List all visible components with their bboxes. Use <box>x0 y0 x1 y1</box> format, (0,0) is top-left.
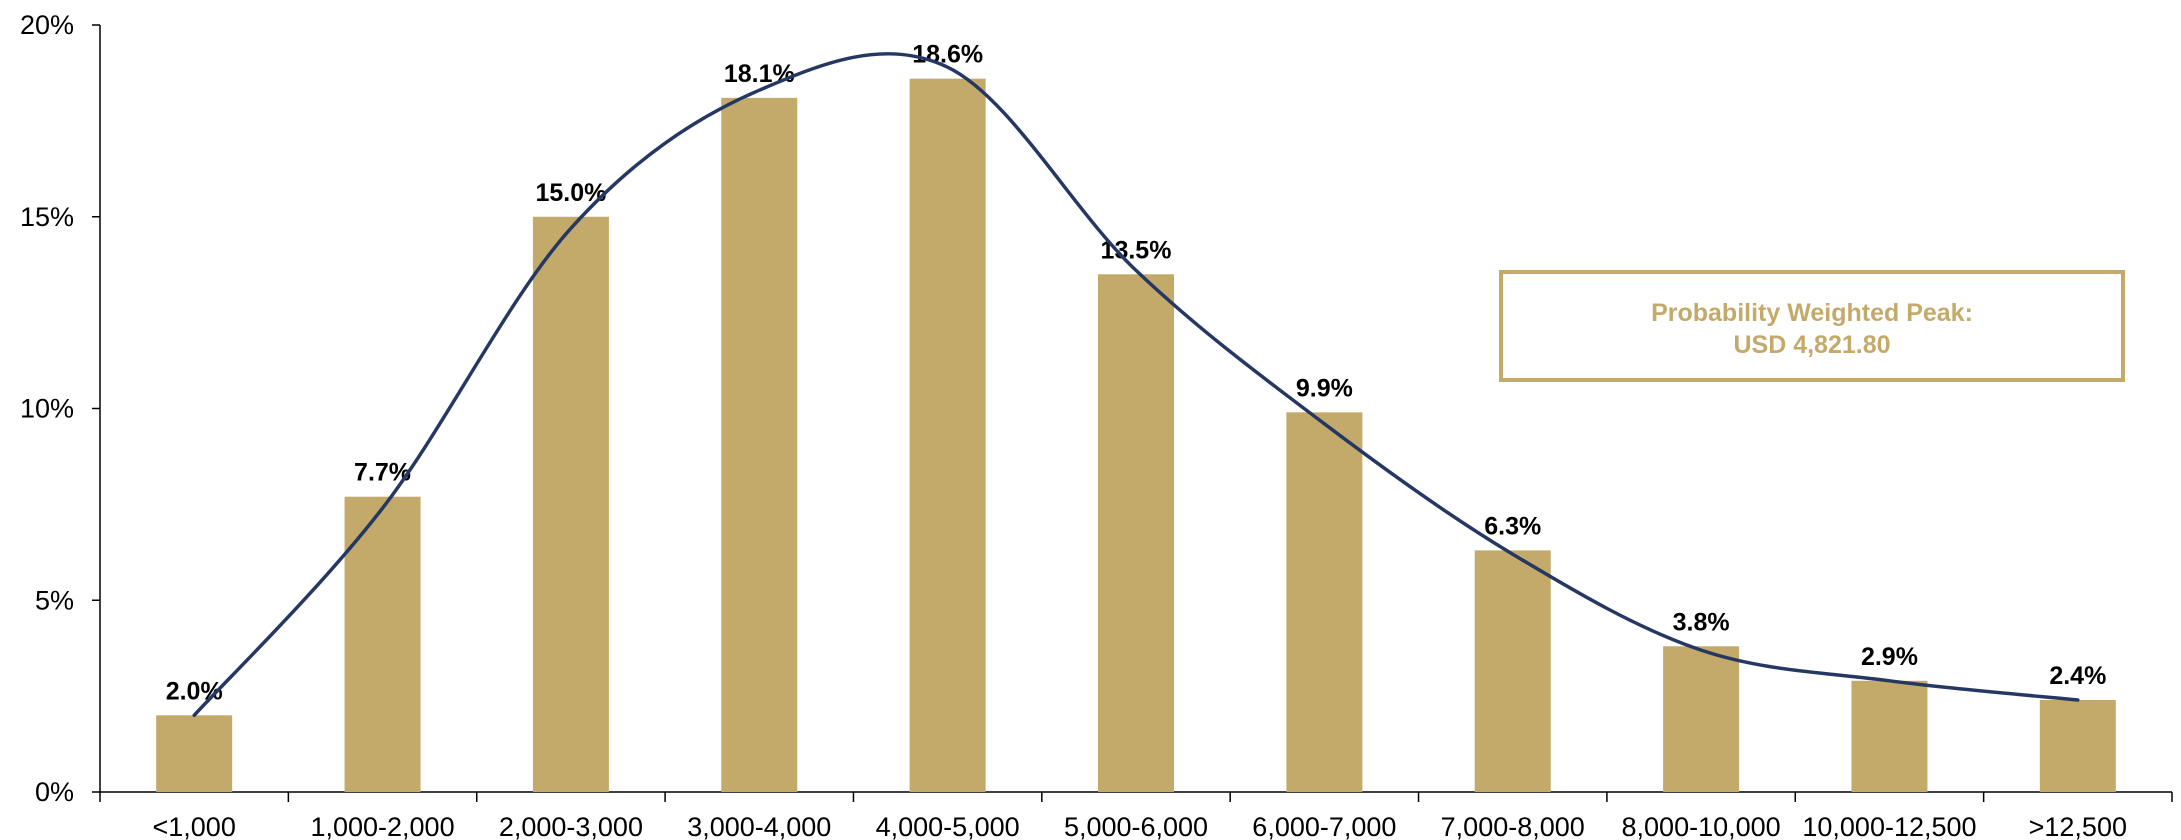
annotation-value: USD 4,821.80 <box>1733 331 1890 359</box>
annotation-box: Probability Weighted Peak: USD 4,821.80 <box>1499 270 2125 382</box>
x-tick-label: 10,000-12,500 <box>1802 812 1976 840</box>
bar-value-label: 3.8% <box>1673 608 1730 636</box>
y-tick-label: 20% <box>20 10 74 40</box>
x-tick-label: 5,000-6,000 <box>1064 812 1208 840</box>
bar <box>1663 646 1740 792</box>
bar-value-label: 2.4% <box>2049 662 2106 690</box>
bar-value-label: 18.6% <box>912 41 983 69</box>
x-tick-label: 6,000-7,000 <box>1252 812 1396 840</box>
bar-value-label: 6.3% <box>1484 512 1541 540</box>
annotation-frame <box>1499 270 2125 382</box>
y-tick-label: 5% <box>35 585 74 615</box>
bar-value-label: 9.9% <box>1296 374 1353 402</box>
bar <box>2039 699 2116 792</box>
bar <box>532 216 609 792</box>
x-tick-label: 3,000-4,000 <box>687 812 831 840</box>
axes-layer: 0% 5% 10% 15% 20% <1,000 1,000-2,000 2,000-3,00… <box>20 10 2173 840</box>
bar-value-label: 13.5% <box>1101 236 1172 264</box>
x-tick-label: 8,000-10,000 <box>1622 812 1781 840</box>
x-tick-label: 7,000-8,000 <box>1441 812 1585 840</box>
bar-value-label: 2.9% <box>1861 643 1918 671</box>
bar <box>1474 550 1551 792</box>
x-tick-label: 1,000-2,000 <box>310 812 454 840</box>
bar <box>1851 680 1928 792</box>
bar-value-label: 18.1% <box>724 60 795 88</box>
bar <box>1098 274 1174 792</box>
annotation-title: Probability Weighted Peak: <box>1651 299 1973 327</box>
y-tick-label: 10% <box>20 394 74 424</box>
y-tick-label: 15% <box>20 202 74 232</box>
bar <box>1286 412 1363 792</box>
bar <box>344 496 421 792</box>
x-tick-label: <1,000 <box>153 812 236 840</box>
y-tick-label: 0% <box>35 777 74 807</box>
density-curve <box>192 52 2080 718</box>
curve-layer <box>192 52 2080 718</box>
bar-labels-layer: 2.0%7.7%15.0%18.1%18.6%13.5%9.9%6.3%3.8%… <box>166 41 2107 706</box>
bar <box>721 97 798 793</box>
bar <box>909 78 986 792</box>
x-tick-label: 2,000-3,000 <box>499 812 643 840</box>
x-tick-label: >12,500 <box>2029 812 2127 840</box>
x-tick-label: 4,000-5,000 <box>876 812 1020 840</box>
bar-value-label: 2.0% <box>166 677 223 705</box>
bars-layer <box>156 78 2116 793</box>
bar <box>156 715 233 792</box>
